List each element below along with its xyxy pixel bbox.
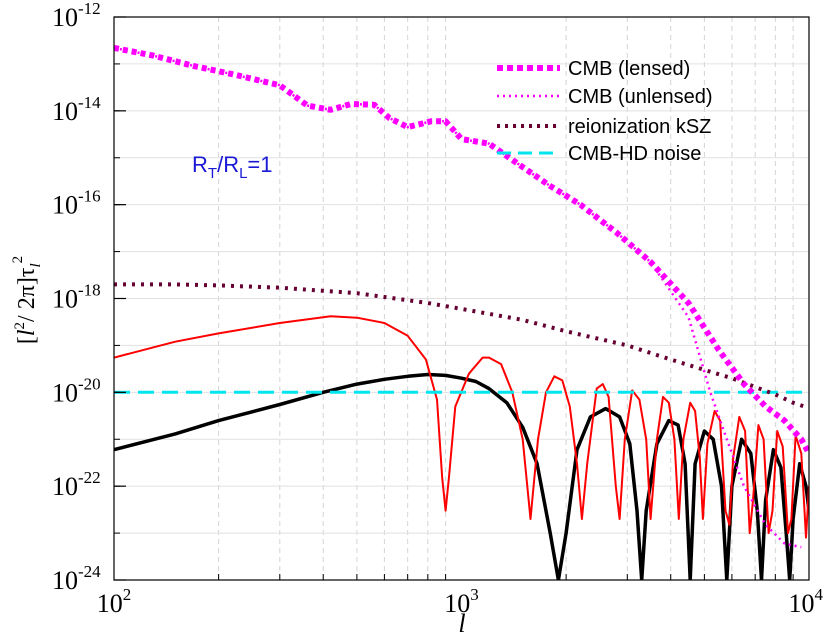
y-tick-label: 10-24 (52, 562, 101, 595)
tick-labels: 102 103 104 10-12 10-14 10-16 10-18 10-20 10-22 1… (52, 0, 824, 618)
axis-ticks (114, 16, 794, 581)
legend-label-cmb-lensed: CMB (lensed) (568, 58, 690, 80)
y-label-open: [ (14, 336, 40, 344)
y-tick-label: 10-20 (52, 374, 101, 407)
y-label-l: l (14, 329, 40, 336)
legend-label-cmb-unlensed: CMB (unlensed) (568, 86, 713, 108)
x-tick-label: 104 (789, 585, 824, 618)
annot-r2: R (223, 152, 239, 177)
y-label-sup2: 2 (10, 256, 26, 264)
legend-label-kSZ: reionization kSZ (568, 116, 711, 138)
x-axis-label: l (458, 609, 465, 638)
annot-t: T (208, 165, 217, 182)
x-tick-label: 102 (97, 585, 132, 618)
y-label-tau: τ (14, 267, 40, 277)
y-tick-label: 10-22 (52, 468, 101, 501)
annot-r1: R (192, 152, 208, 177)
legend-label-noise: CMB-HD noise (568, 143, 701, 165)
y-label-sub: l (28, 263, 44, 267)
y-axis-label: [l2/ 2π]τl2 (10, 256, 44, 344)
y-label-sup1: 2 (12, 322, 28, 330)
y-tick-label: 10-18 (52, 281, 101, 314)
series-line-reionization-ksz (114, 282, 806, 409)
series-line-signal-black- (114, 372, 809, 580)
y-label-mid: / 2π] (14, 277, 40, 322)
series-line-signal-red- (114, 315, 809, 539)
annot-eq: =1 (247, 152, 272, 177)
y-tick-label: 10-16 (52, 187, 101, 220)
y-tick-label: 10-12 (52, 0, 101, 32)
ratio-annotation: RT/RL=1 (192, 152, 273, 182)
x-tick-label: 103 (444, 585, 479, 618)
series-line-cmb-lensed- (114, 44, 809, 455)
annot-l: L (239, 165, 247, 182)
y-tick-label: 10-14 (52, 93, 101, 126)
annot-slash: / (217, 152, 224, 177)
series-layer (114, 44, 809, 580)
legend: CMB (lensed) CMB (unlensed) reionization… (497, 58, 713, 165)
